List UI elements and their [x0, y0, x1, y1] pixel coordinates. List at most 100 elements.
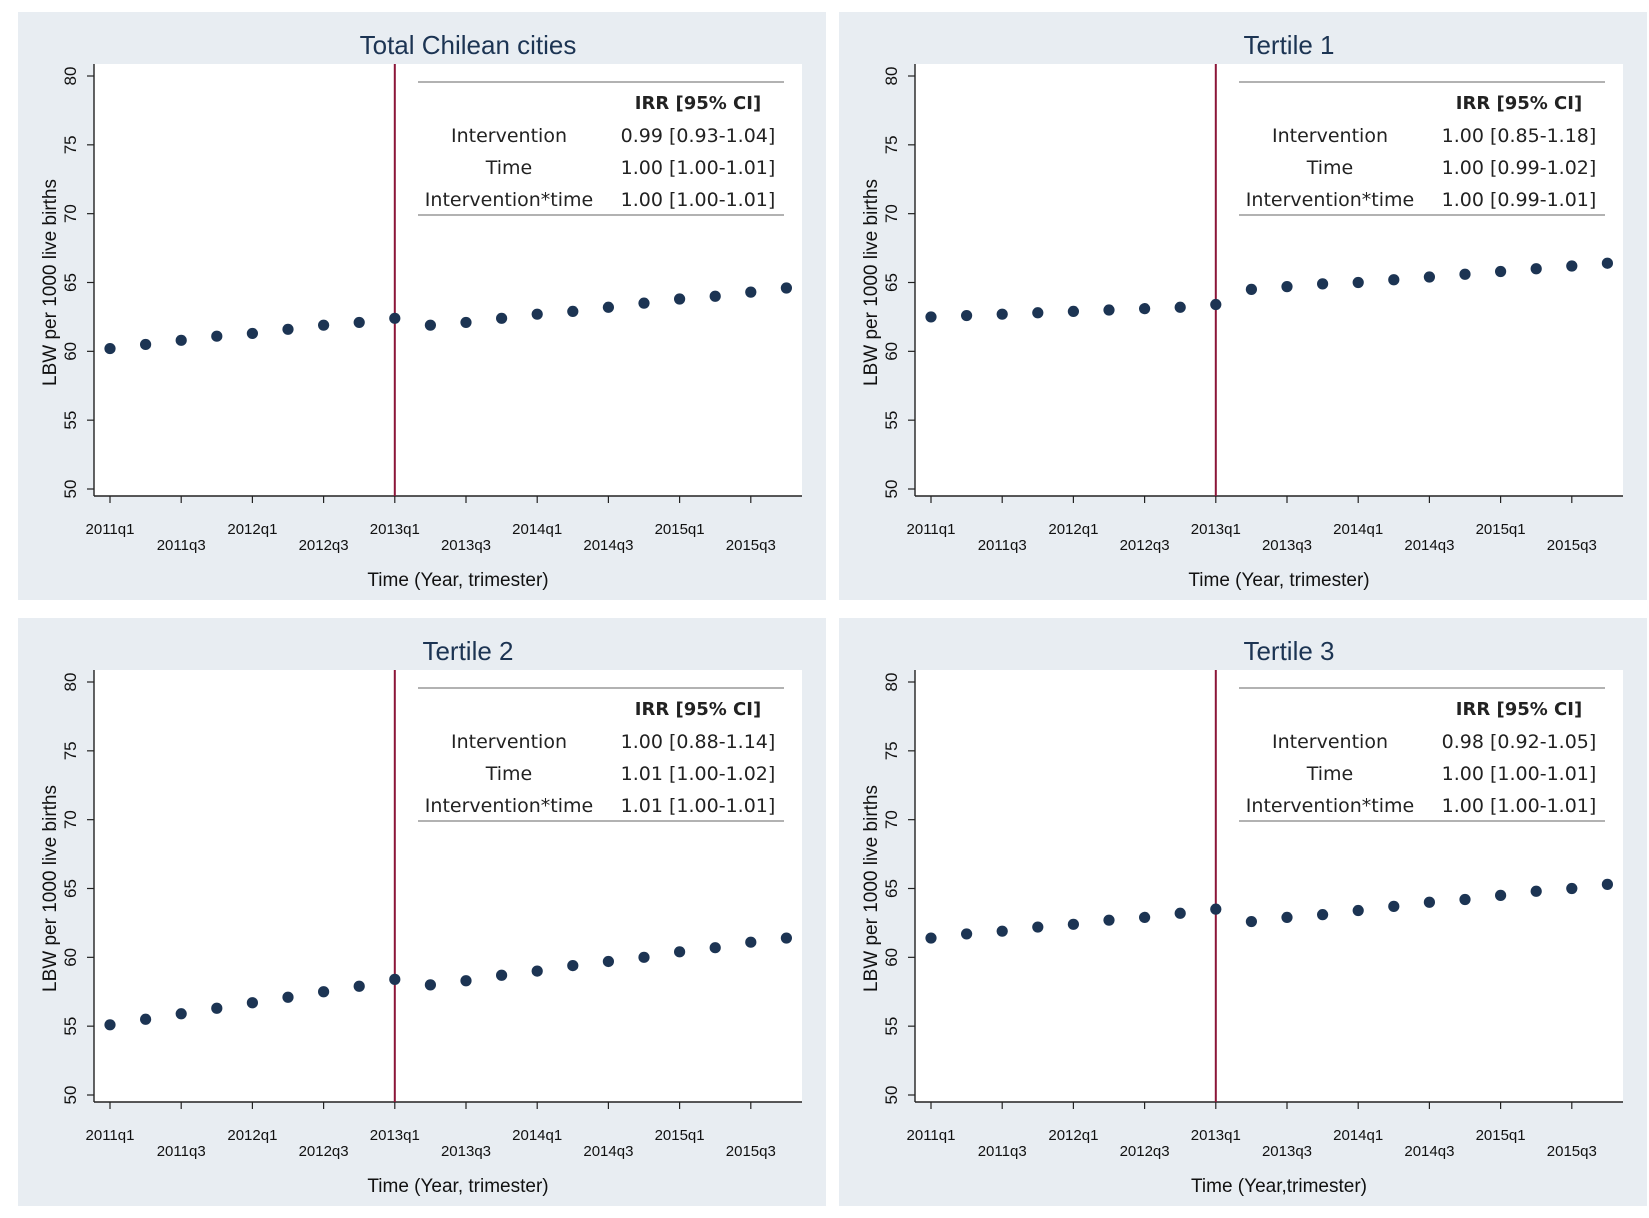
data-point: [1566, 260, 1578, 272]
x-tick-label: 2015q1: [1476, 1127, 1526, 1144]
data-point: [1530, 885, 1542, 897]
table-row-label: Intervention: [1272, 731, 1388, 753]
table-header: IRR [95% CI]: [635, 93, 761, 114]
y-axis-label: LBW per 1000 live births: [40, 785, 61, 992]
table-row-value: 1.01 [1.00-1.02]: [621, 763, 776, 785]
data-point: [211, 1002, 223, 1014]
x-tick-label: 2012q3: [1120, 1143, 1170, 1160]
data-point: [996, 308, 1008, 320]
y-tick-label: 60: [61, 342, 80, 361]
data-point: [745, 936, 757, 948]
x-tick-label: 2011q3: [978, 537, 1027, 554]
y-tick-label: 50: [61, 1086, 80, 1105]
data-point: [496, 969, 508, 981]
y-axis-label: LBW per 1000 live births: [861, 179, 882, 386]
plot-area: [94, 670, 802, 1102]
y-tick-label: 75: [882, 741, 901, 760]
y-axis-label: LBW per 1000 live births: [40, 179, 61, 386]
data-point: [1210, 298, 1222, 311]
table-row-value: 0.98 [0.92-1.05]: [1442, 731, 1597, 753]
y-tick-label: 80: [882, 67, 901, 86]
data-point: [925, 932, 937, 944]
data-point: [567, 959, 579, 972]
data-point: [1032, 307, 1044, 319]
table-row-label: Time: [1306, 157, 1354, 179]
plot-area: [94, 64, 802, 496]
table-row-label: Time: [485, 157, 533, 179]
x-tick-label: 2011q3: [157, 537, 206, 554]
x-axis-label: Time (Year, trimester): [367, 1176, 548, 1197]
y-tick-label: 55: [882, 1017, 901, 1036]
data-point: [353, 980, 365, 992]
y-tick-label: 70: [882, 204, 901, 223]
data-point: [282, 323, 294, 335]
data-point: [1139, 303, 1151, 315]
table-header: IRR [95% CI]: [635, 699, 761, 720]
data-point: [1139, 911, 1151, 924]
table-header: IRR [95% CI]: [1456, 93, 1582, 114]
x-tick-label: 2013q3: [1262, 537, 1312, 554]
y-axis-label: LBW per 1000 live births: [861, 785, 882, 992]
data-point: [1601, 257, 1613, 269]
x-tick-label: 2013q3: [441, 537, 491, 554]
data-point: [175, 1008, 187, 1020]
chart-title: Tertile 3: [1243, 636, 1334, 666]
data-point: [638, 297, 650, 309]
table-row-label: Time: [485, 763, 533, 785]
y-tick-label: 80: [61, 673, 80, 692]
x-tick-label: 2013q1: [1191, 521, 1241, 538]
data-point: [353, 316, 365, 329]
data-point: [318, 319, 330, 331]
data-point: [602, 955, 615, 968]
data-point: [1459, 268, 1471, 280]
y-tick-label: 65: [61, 273, 80, 292]
x-tick-label: 2011q1: [86, 1127, 135, 1144]
data-point: [1601, 878, 1613, 890]
x-tick-label: 2014q3: [583, 1143, 633, 1160]
x-axis-label: Time (Year, trimester): [1188, 570, 1369, 591]
table-row-value: 1.00 [0.99-1.02]: [1442, 157, 1597, 179]
x-tick-label: 2014q3: [583, 537, 633, 554]
data-point: [961, 309, 973, 322]
table-row-label: Intervention*time: [1246, 795, 1414, 817]
x-tick-label: 2011q1: [907, 521, 956, 538]
x-axis-label: Time (Year,trimester): [1191, 1176, 1367, 1197]
data-point: [389, 973, 401, 985]
chart-panel-tertile-2: Tertile 2 50 55 60 65 70 75 80 LBW per 1000 live…: [18, 618, 826, 1206]
data-point: [1388, 274, 1400, 286]
chart-panel-tertile-3: Tertile 3 50 55 60 65 70 75 80 LBW per 1000 live…: [839, 618, 1647, 1206]
x-tick-label: 2012q1: [1048, 1127, 1098, 1144]
data-point: [1103, 304, 1115, 316]
data-point: [1210, 903, 1222, 915]
y-tick-label: 50: [882, 480, 901, 499]
data-point: [602, 301, 615, 313]
data-point: [1174, 907, 1186, 919]
x-tick-label: 2013q1: [370, 1127, 420, 1144]
y-tick-label: 75: [882, 135, 901, 154]
data-point: [1352, 276, 1364, 289]
table-row-label: Intervention*time: [425, 189, 593, 211]
table-row-value: 1.00 [0.99-1.01]: [1442, 189, 1597, 211]
data-point: [1566, 882, 1578, 895]
data-point: [211, 330, 223, 342]
data-point: [1352, 904, 1364, 917]
data-point: [246, 327, 258, 340]
data-point: [1388, 900, 1400, 912]
y-tick-label: 65: [882, 273, 901, 292]
table-row-value: 0.99 [0.93-1.04]: [621, 125, 776, 147]
chart-title: Tertile 2: [422, 636, 513, 666]
x-tick-label: 2012q1: [227, 521, 277, 538]
data-point: [1317, 278, 1329, 290]
data-point: [496, 312, 508, 324]
y-tick-label: 80: [882, 673, 901, 692]
data-point: [140, 1013, 152, 1025]
data-point: [638, 951, 650, 963]
data-point: [531, 308, 543, 320]
data-point: [104, 342, 116, 355]
plot-area: [915, 64, 1623, 496]
table-row-value: 1.00 [1.00-1.01]: [621, 189, 776, 211]
x-tick-label: 2014q1: [512, 1127, 562, 1144]
y-tick-label: 55: [882, 411, 901, 430]
x-tick-label: 2011q3: [978, 1143, 1027, 1160]
y-tick-label: 70: [882, 810, 901, 829]
